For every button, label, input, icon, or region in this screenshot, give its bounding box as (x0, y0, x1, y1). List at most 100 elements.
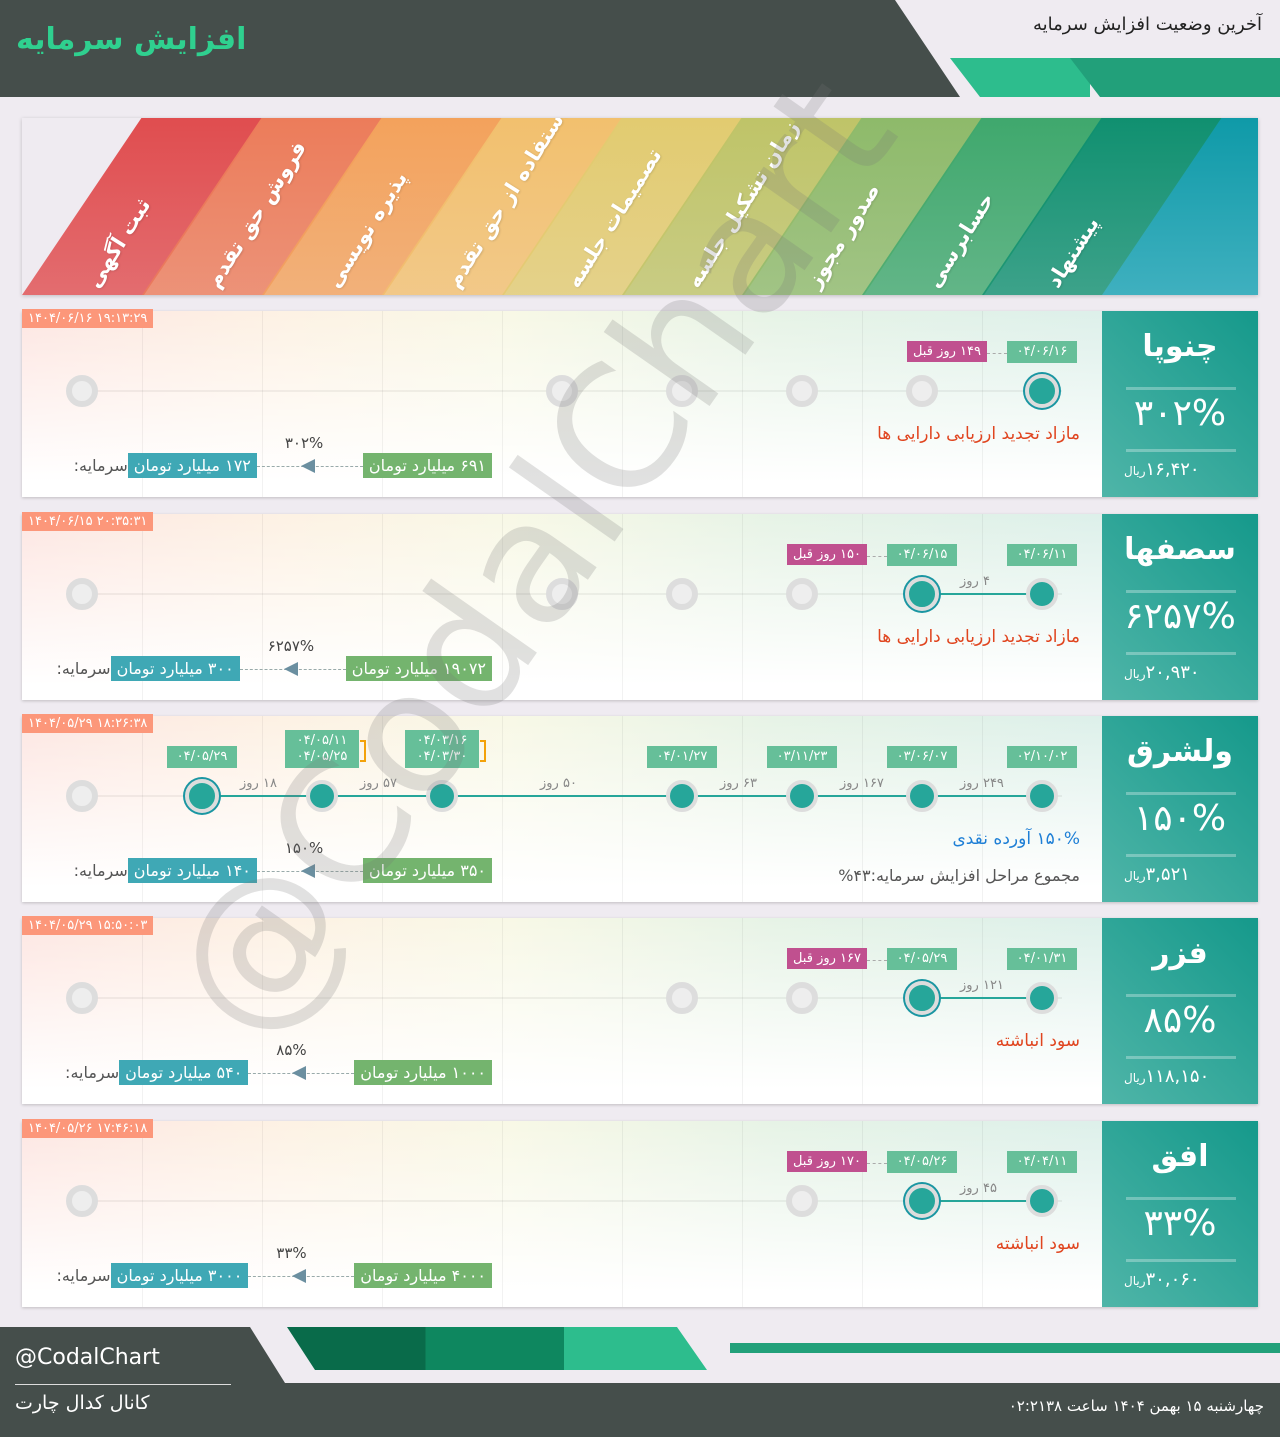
capital-after: ۳۵۰ میلیارد تومان (362, 858, 492, 883)
stage-node-پیشنهاد[interactable] (1025, 374, 1059, 408)
stage-node-حسابرسی[interactable] (906, 375, 938, 407)
stock-row: ۲۴۹ روز ۱۶۷ روز ۶۳ روز ۵۰ روز ۵۷ روز ۱۸ روز ۰۲… (22, 714, 1258, 902)
gap-days: ۱۲۱ روز (960, 978, 1004, 993)
capital-change: سرمایه: ۳۰۰۰ میلیارد تومان ۳۳% ۴۰۰۰ میلیارد… (50, 1244, 492, 1288)
stage-node-زمان-تشکیل-جلسه[interactable] (666, 780, 698, 812)
stock-row: ۴ روز ۰۴/۰۶/۱۱ ۰۴/۰۶/۱۵ ۱۵۰ روز قبل مازاد تج… (22, 512, 1258, 700)
capital-before: ۳۰۰۰ میلیارد تومان (110, 1263, 249, 1288)
date-line: ۰۴/۰۵/۲۵ (296, 749, 348, 764)
stage-node-صدور-مجوز[interactable] (786, 982, 818, 1014)
stage-node-زمان-تشکیل-جلسه[interactable] (666, 982, 698, 1014)
stage-node-پیشنهاد[interactable] (1026, 780, 1058, 812)
grid-line (742, 716, 743, 902)
stage-node-ثبت-آگهی[interactable] (66, 780, 98, 812)
stage-node-پذیره-نویسی[interactable] (306, 780, 338, 812)
symbol-name[interactable]: ولشرق (1127, 734, 1233, 769)
stage-node-ثبت-آگهی[interactable] (66, 1185, 98, 1217)
grid-line (982, 716, 983, 902)
stock-row: ۴۵ روز ۰۴/۰۴/۱۱ ۰۴/۰۵/۲۶ ۱۷۰ روز قبل سود انب… (22, 1119, 1258, 1307)
stage-node-استفاده-از-حق-تقدم[interactable] (426, 780, 458, 812)
grid-line (502, 918, 503, 1104)
capital-label: سرمایه: (73, 861, 128, 880)
stage-node-فروش-حق-تقدم[interactable] (185, 779, 219, 813)
symbol-panel[interactable]: سصفها ۶۲۵۷% ۲۰,۹۳۰ریال (1102, 514, 1258, 700)
symbol-panel[interactable]: چنوپا ۳۰۲% ۱۶,۴۲۰ریال (1102, 311, 1258, 497)
timeline-link (202, 795, 1042, 797)
capital-before: ۳۰۰ میلیارد تومان (110, 656, 240, 681)
symbol-panel[interactable]: افق ۳۳% ۳۰,۰۶۰ریال (1102, 1121, 1258, 1307)
date-line: ۰۴/۰۵/۲۹ (896, 951, 948, 966)
publish-timestamp: ۱۴۰۴/۰۶/۱۵ ۲۰:۳۵:۳۱ (22, 512, 154, 531)
symbol-name[interactable]: افق (1151, 1139, 1209, 1174)
capital-label: سرمایه: (56, 1266, 111, 1285)
publish-timestamp: ۱۴۰۴/۰۶/۱۶ ۱۹:۱۳:۲۹ (22, 309, 154, 328)
timeline-link (922, 593, 1042, 595)
stage-node-صدور-مجوز[interactable] (786, 578, 818, 610)
symbol-panel[interactable]: فزر ۸۵% ۱۱۸,۱۵۰ریال (1102, 918, 1258, 1104)
grid-line (382, 1121, 383, 1307)
symbol-price: ۲۰,۹۳۰ریال (1124, 662, 1200, 683)
grid-line (982, 918, 983, 1104)
stage-node-تصمیمات-جلسه[interactable] (546, 578, 578, 610)
increase-source: مازاد تجدید ارزیابی دارایی ها (877, 424, 1080, 444)
stage-node-پیشنهاد[interactable] (1026, 982, 1058, 1014)
gap-days: ۵۰ روز (540, 776, 577, 791)
stage-date: ۰۴/۰۶/۱۵ (887, 544, 957, 566)
days-ago-connector (867, 1163, 887, 1164)
symbol-name[interactable]: سصفها (1124, 532, 1236, 567)
capital-before: ۱۷۲ میلیارد تومان (127, 453, 257, 478)
grid-line (502, 1121, 503, 1307)
symbol-name[interactable]: چنوپا (1142, 329, 1218, 364)
stage-node-پیشنهاد[interactable] (1026, 1185, 1058, 1217)
stage-node-حسابرسی[interactable] (906, 780, 938, 812)
stage-node-ثبت-آگهی[interactable] (66, 578, 98, 610)
capital-arrow: ۳۰۲% (256, 434, 363, 478)
stage-node-زمان-تشکیل-جلسه[interactable] (666, 375, 698, 407)
stage-node-صدور-مجوز[interactable] (786, 780, 818, 812)
capital-after: ۱۰۰۰ میلیارد تومان (354, 1060, 492, 1085)
stage-node-ثبت-آگهی[interactable] (66, 982, 98, 1014)
grid-line (862, 716, 863, 902)
stage-node-زمان-تشکیل-جلسه[interactable] (666, 578, 698, 610)
grid-line (982, 1121, 983, 1307)
capital-arrow: ۶۲۵۷% (239, 637, 346, 681)
timeline-link (922, 1200, 1042, 1202)
price-unit: ریال (1124, 1274, 1146, 1288)
capital-change: سرمایه: ۱۷۲ میلیارد تومان ۳۰۲% ۶۹۱ میلیارد … (68, 434, 492, 478)
date-line: ۰۴/۰۵/۲۹ (176, 749, 228, 764)
symbol-percent: ۳۰۲% (1133, 393, 1227, 434)
stage-date: ۰۳/۱۱/۲۳ (767, 746, 837, 768)
grid-line (382, 514, 383, 700)
stage-node-حسابرسی[interactable] (905, 577, 939, 611)
symbol-panel[interactable]: ولشرق ۱۵۰% ۳,۵۲۱ریال (1102, 716, 1258, 902)
stage-node-حسابرسی[interactable] (905, 981, 939, 1015)
gap-days: ۱۶۷ روز (840, 776, 884, 791)
capital-change: سرمایه: ۵۴۰ میلیارد تومان ۸۵% ۱۰۰۰ میلیارد … (59, 1041, 492, 1085)
stage-node-ثبت-آگهی[interactable] (66, 375, 98, 407)
days-ago-connector (867, 960, 887, 961)
grid-line (622, 514, 623, 700)
increase-percent: ۸۵% (276, 1040, 307, 1059)
stage-date: ۰۴/۰۵/۲۹ (887, 948, 957, 970)
stage-node-صدور-مجوز[interactable] (786, 1185, 818, 1217)
symbol-name[interactable]: فزر (1152, 936, 1208, 971)
days-ago-badge: ۱۴۹ روز قبل (906, 341, 987, 362)
symbol-price: ۳,۵۲۱ریال (1124, 864, 1190, 885)
stage-node-تصمیمات-جلسه[interactable] (546, 375, 578, 407)
grid-line (742, 918, 743, 1104)
increase-percent: ۱۵۰% (284, 838, 324, 857)
gap-days: ۲۴۹ روز (960, 776, 1004, 791)
date-line: ۰۴/۰۴/۱۱ (1016, 1154, 1068, 1169)
increase-source: ۱۵۰% آورده نقدی (952, 829, 1080, 849)
symbol-price: ۱۱۸,۱۵۰ریال (1124, 1066, 1209, 1087)
stage-node-صدور-مجوز[interactable] (786, 375, 818, 407)
gap-days: ۶۳ روز (720, 776, 757, 791)
date-line: ۰۴/۰۶/۱۵ (896, 547, 948, 562)
date-line: ۰۴/۰۳/۳۰ (416, 749, 468, 764)
stage-node-حسابرسی[interactable] (905, 1184, 939, 1218)
symbol-percent: ۱۵۰% (1133, 798, 1227, 839)
date-line: ۰۳/۰۶/۰۷ (896, 749, 948, 764)
footer-handle[interactable]: @CodalChart (15, 1345, 160, 1370)
stage-node-پیشنهاد[interactable] (1026, 578, 1058, 610)
days-ago-badge: ۱۵۰ روز قبل (786, 544, 867, 565)
